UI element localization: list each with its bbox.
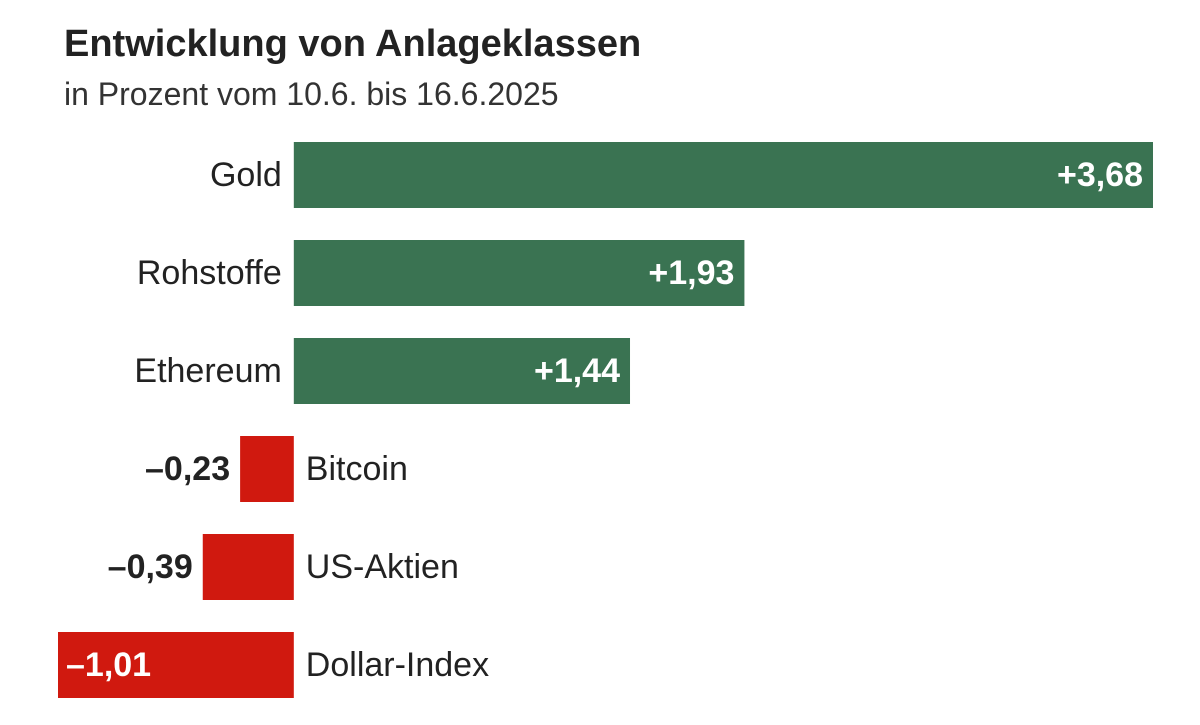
bar (293, 240, 745, 306)
value-label: –0,23 (145, 450, 230, 488)
value-label: +3,68 (1057, 156, 1143, 194)
category-label: US-Aktien (306, 548, 459, 586)
category-label: Rohstoffe (137, 254, 282, 292)
bar (240, 436, 294, 502)
category-label: Bitcoin (306, 450, 408, 488)
bar (202, 534, 294, 600)
value-label: –0,39 (108, 548, 193, 586)
value-label: –1,01 (66, 646, 151, 684)
category-label: Gold (210, 156, 282, 194)
category-label: Ethereum (134, 352, 281, 390)
bar (58, 632, 294, 698)
value-label: +1,44 (534, 352, 620, 390)
bar (293, 142, 1153, 208)
category-label: Dollar-Index (306, 646, 489, 684)
bar (293, 338, 631, 404)
chart-subtitle: in Prozent vom 10.6. bis 16.6.2025 (64, 76, 559, 112)
value-label: +1,93 (648, 254, 734, 292)
chart-title: Entwicklung von Anlageklassen (64, 23, 641, 65)
